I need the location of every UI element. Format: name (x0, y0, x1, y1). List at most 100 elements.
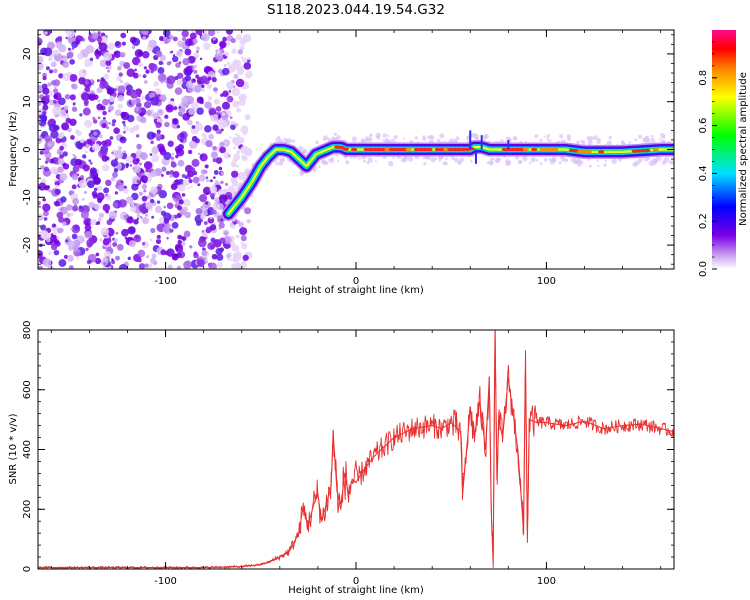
noise-blob (157, 73, 167, 82)
noise-blob (42, 72, 47, 78)
noise-blob (213, 176, 216, 179)
noise-blob (222, 90, 229, 97)
noise-blob (57, 166, 64, 173)
noise-blob (183, 206, 188, 212)
snr-data-point (479, 401, 481, 403)
noise-blob (64, 94, 71, 100)
noise-blob (206, 179, 210, 183)
noise-blob (61, 122, 70, 131)
noise-blob (97, 31, 101, 35)
noise-blob (141, 183, 147, 190)
ridge-halo-blob (455, 136, 460, 141)
noise-blob (115, 41, 120, 47)
noise-blob (195, 74, 199, 78)
noise-blob (47, 142, 52, 147)
noise-blob (82, 154, 87, 159)
ridge-halo-blob (587, 139, 593, 145)
noise-blob (233, 146, 236, 150)
colorbar-axis: 0.0 0.2 0.4 0.6 0.8 (698, 41, 717, 277)
noise-blob (220, 128, 224, 132)
noise-blob (244, 207, 252, 215)
snr-data-point (364, 466, 367, 469)
noise-blob (93, 131, 98, 136)
noise-blob (107, 109, 112, 113)
noise-blob (61, 221, 67, 227)
ridge-halo-blob (648, 160, 655, 167)
noise-blob (166, 61, 171, 66)
noise-blob (166, 75, 176, 85)
noise-blob (210, 113, 219, 122)
ridge-halo-blob (512, 135, 518, 141)
noise-blob (112, 202, 119, 208)
noise-blob (222, 36, 228, 42)
snr-y-axis-label: SNR (10 * v/v) (8, 413, 19, 484)
noise-blob (201, 33, 210, 42)
noise-blob (51, 223, 57, 228)
noise-blob (145, 201, 153, 210)
noise-blob (218, 166, 223, 171)
ridge-halo-blob (281, 157, 285, 162)
noise-blob (71, 173, 79, 181)
snr-data-point (269, 560, 271, 563)
ridge-peak-spot (531, 147, 538, 152)
noise-blob (181, 174, 186, 178)
noise-blob (164, 121, 170, 128)
noise-blob (235, 133, 238, 136)
noise-blob (81, 197, 85, 201)
noise-blob (163, 205, 167, 209)
noise-blob (142, 210, 146, 214)
noise-blob (80, 210, 89, 219)
ridge-peak-spot (350, 147, 358, 152)
noise-blob (109, 136, 114, 140)
snr-data-point (524, 350, 527, 352)
noise-blob (205, 140, 213, 148)
noise-blob (196, 259, 205, 268)
noise-blob (93, 203, 101, 211)
snr-y-tick-label: 400 (22, 440, 33, 459)
noise-blob (45, 66, 50, 71)
noise-blob (69, 212, 74, 217)
ridge-halo-blob (560, 156, 566, 162)
noise-blob (132, 157, 140, 165)
ridge-halo-blob (638, 134, 643, 139)
noise-blob (137, 258, 142, 263)
ridge-halo-blob (570, 157, 577, 163)
noise-blob (123, 62, 131, 69)
noise-blob (225, 41, 231, 47)
noise-blob (236, 68, 244, 76)
noise-blob (134, 68, 137, 72)
ridge-peak-spot (426, 147, 433, 152)
noise-blob (94, 257, 102, 265)
ridge-peak-spot (522, 147, 530, 152)
noise-blob (62, 151, 68, 157)
noise-blob (226, 61, 231, 66)
noise-blob (178, 61, 182, 64)
noise-blob (44, 31, 48, 35)
ridge-halo-blob (331, 136, 336, 141)
noise-blob (169, 228, 174, 233)
noise-blob (97, 99, 101, 103)
noise-blob (143, 161, 153, 170)
noise-blob (154, 88, 162, 95)
noise-blob (220, 180, 224, 185)
noise-blob (91, 190, 98, 197)
noise-blob (91, 143, 100, 152)
noise-blob (196, 96, 204, 104)
noise-blob (142, 50, 150, 59)
snr-data-point (343, 472, 346, 474)
noise-blob (120, 79, 123, 83)
noise-blob (187, 149, 193, 155)
noise-blob (97, 116, 101, 120)
snr-data-point (488, 377, 490, 379)
snr-data-point (522, 532, 525, 534)
noise-blob (88, 159, 92, 163)
noise-blob (170, 161, 177, 168)
noise-blob (80, 175, 84, 179)
snr-series-line (38, 330, 674, 568)
snr-data-point (355, 481, 357, 483)
noise-blob (92, 119, 98, 124)
noise-blob (219, 41, 227, 49)
noise-blob (196, 50, 199, 53)
noise-blob (129, 216, 133, 220)
